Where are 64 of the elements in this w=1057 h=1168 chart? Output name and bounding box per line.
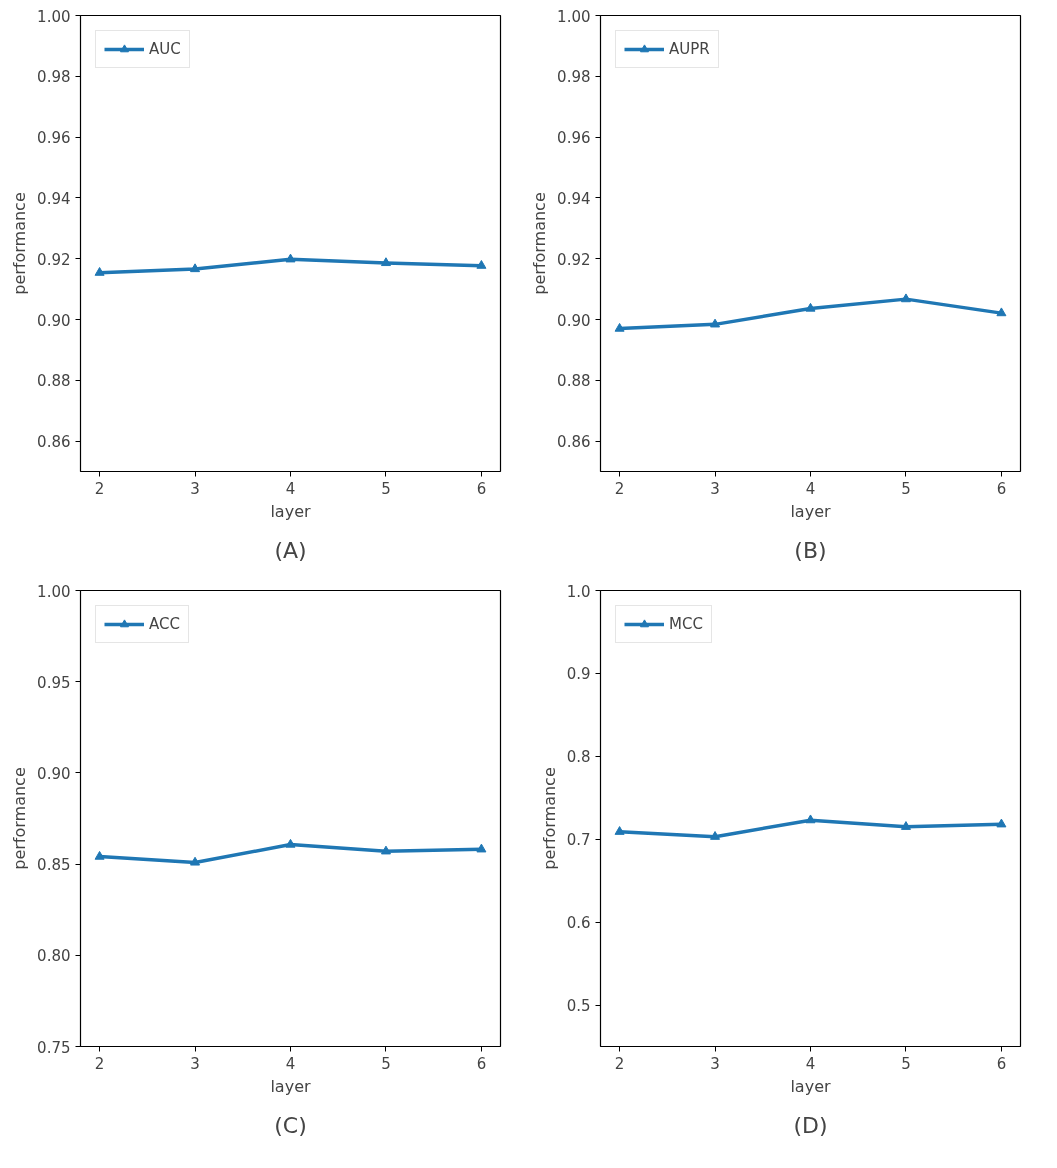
x-tick-label: 4	[805, 1054, 816, 1073]
x-tick-label: 3	[710, 1054, 720, 1073]
x-tick-label: 3	[190, 479, 200, 498]
y-axis-title: performance	[539, 767, 559, 870]
y-tick-label: 1.00	[37, 582, 71, 601]
y-tick-label: 0.85	[37, 856, 71, 875]
y-tick-label: 0.90	[37, 764, 71, 783]
y-tick-label: 0.90	[557, 311, 591, 330]
y-tick-label: 0.96	[557, 129, 591, 148]
y-tick-label: 0.94	[37, 189, 71, 208]
text: (D)	[793, 1113, 828, 1138]
y-tick-label: 0.92	[37, 250, 71, 269]
x-tick-label: 5	[901, 479, 911, 498]
x-axis-title: layer	[790, 1076, 831, 1096]
y-axis-title: performance	[10, 192, 30, 295]
x-tick-label: 5	[381, 479, 391, 498]
text: (B)	[794, 538, 827, 563]
x-axis-title: layer	[270, 501, 311, 521]
y-tick-label: 0.94	[557, 189, 591, 208]
x-tick-label: 6	[996, 1054, 1007, 1073]
x-axis-title: layer	[790, 501, 831, 521]
x-tick-label: 2	[94, 1054, 105, 1073]
text: (C)	[274, 1113, 307, 1138]
x-tick-label: 2	[614, 1054, 625, 1073]
y-tick-label: 1.0	[566, 582, 591, 601]
y-tick-label: 0.88	[557, 372, 591, 391]
x-tick-label: 2	[94, 479, 105, 498]
text: (A)	[274, 538, 307, 563]
y-tick-label: 0.75	[37, 1038, 71, 1057]
y-tick-label: 0.92	[557, 250, 591, 269]
y-tick-label: 0.6	[566, 914, 591, 933]
x-tick-label: 6	[476, 1054, 487, 1073]
x-tick-label: 2	[614, 479, 625, 498]
y-tick-label: 0.80	[37, 947, 71, 966]
y-tick-label: 0.88	[37, 372, 71, 391]
y-tick-label: 0.7	[566, 831, 591, 850]
y-tick-label: 0.9	[566, 665, 591, 684]
y-axis-title: performance	[10, 767, 30, 870]
legend-label: AUPR	[669, 40, 710, 58]
x-axis-title: layer	[270, 1076, 311, 1096]
y-tick-label: 0.86	[557, 433, 591, 452]
x-tick-label: 5	[901, 1054, 911, 1073]
y-axis-title: performance	[530, 192, 550, 295]
y-tick-label: 0.98	[557, 68, 591, 87]
y-tick-label: 0.86	[37, 433, 71, 452]
y-tick-label: 1.00	[37, 7, 71, 26]
y-tick-label: 0.5	[566, 997, 591, 1016]
y-tick-label: 0.95	[37, 673, 71, 692]
y-tick-label: 0.98	[37, 68, 71, 87]
y-tick-label: 1.00	[557, 7, 591, 26]
x-tick-label: 5	[381, 1054, 391, 1073]
y-tick-label: 0.96	[37, 129, 71, 148]
x-tick-label: 6	[476, 479, 487, 498]
x-tick-label: 4	[285, 1054, 296, 1073]
x-tick-label: 4	[805, 479, 816, 498]
x-tick-label: 3	[710, 479, 720, 498]
x-tick-label: 4	[285, 479, 296, 498]
x-tick-label: 6	[996, 479, 1007, 498]
legend-label: ACC	[149, 615, 180, 633]
y-tick-label: 0.8	[566, 748, 591, 767]
legend-label: MCC	[669, 615, 703, 633]
y-tick-label: 0.90	[37, 311, 71, 330]
x-tick-label: 3	[190, 1054, 200, 1073]
legend-label: AUC	[149, 40, 181, 58]
